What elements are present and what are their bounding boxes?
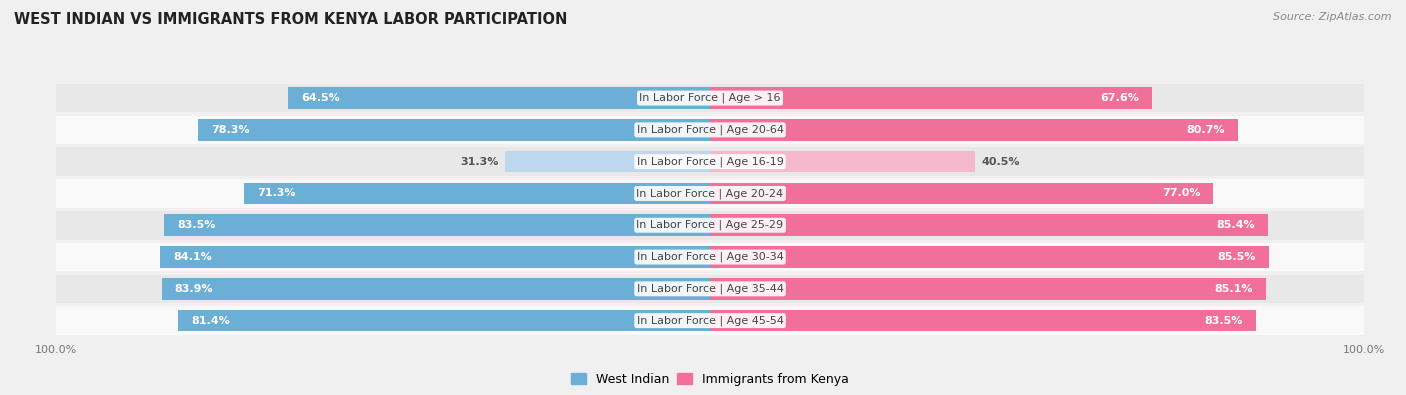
Bar bbox=[56, 84, 1364, 113]
Bar bbox=[160, 246, 710, 268]
Bar bbox=[165, 214, 710, 236]
Text: 83.5%: 83.5% bbox=[177, 220, 215, 230]
Text: 83.5%: 83.5% bbox=[1205, 316, 1243, 325]
Text: In Labor Force | Age 45-54: In Labor Force | Age 45-54 bbox=[637, 315, 783, 326]
Bar bbox=[56, 211, 1364, 239]
Text: In Labor Force | Age 20-64: In Labor Force | Age 20-64 bbox=[637, 124, 783, 135]
Text: 64.5%: 64.5% bbox=[301, 93, 340, 103]
Bar bbox=[198, 119, 710, 141]
Bar bbox=[56, 243, 1364, 271]
Bar bbox=[710, 278, 1267, 300]
Text: 80.7%: 80.7% bbox=[1187, 125, 1225, 135]
Text: 67.6%: 67.6% bbox=[1099, 93, 1139, 103]
Legend: West Indian, Immigrants from Kenya: West Indian, Immigrants from Kenya bbox=[567, 368, 853, 391]
Bar bbox=[56, 179, 1364, 208]
Text: In Labor Force | Age 30-34: In Labor Force | Age 30-34 bbox=[637, 252, 783, 262]
Text: In Labor Force | Age 16-19: In Labor Force | Age 16-19 bbox=[637, 156, 783, 167]
Text: 40.5%: 40.5% bbox=[981, 157, 1019, 167]
Text: 85.1%: 85.1% bbox=[1215, 284, 1253, 294]
Bar bbox=[56, 306, 1364, 335]
Bar bbox=[56, 116, 1364, 144]
Bar bbox=[162, 278, 710, 300]
Text: In Labor Force | Age > 16: In Labor Force | Age > 16 bbox=[640, 93, 780, 103]
Text: 85.4%: 85.4% bbox=[1216, 220, 1256, 230]
Text: 81.4%: 81.4% bbox=[191, 316, 229, 325]
Bar bbox=[710, 182, 1213, 204]
Bar bbox=[710, 87, 1152, 109]
Bar bbox=[710, 151, 974, 173]
Bar bbox=[177, 310, 710, 331]
Bar bbox=[243, 182, 710, 204]
Bar bbox=[288, 87, 710, 109]
Text: In Labor Force | Age 20-24: In Labor Force | Age 20-24 bbox=[637, 188, 783, 199]
Bar bbox=[710, 214, 1268, 236]
Text: Source: ZipAtlas.com: Source: ZipAtlas.com bbox=[1274, 12, 1392, 22]
Text: 71.3%: 71.3% bbox=[257, 188, 295, 198]
Text: 77.0%: 77.0% bbox=[1161, 188, 1201, 198]
Text: WEST INDIAN VS IMMIGRANTS FROM KENYA LABOR PARTICIPATION: WEST INDIAN VS IMMIGRANTS FROM KENYA LAB… bbox=[14, 12, 568, 27]
Bar bbox=[710, 246, 1270, 268]
Text: 85.5%: 85.5% bbox=[1218, 252, 1256, 262]
Bar bbox=[56, 147, 1364, 176]
Text: 83.9%: 83.9% bbox=[174, 284, 214, 294]
Bar bbox=[710, 310, 1256, 331]
Bar bbox=[56, 275, 1364, 303]
Text: In Labor Force | Age 25-29: In Labor Force | Age 25-29 bbox=[637, 220, 783, 231]
Text: In Labor Force | Age 35-44: In Labor Force | Age 35-44 bbox=[637, 284, 783, 294]
Text: 78.3%: 78.3% bbox=[211, 125, 250, 135]
Text: 31.3%: 31.3% bbox=[461, 157, 499, 167]
Text: 84.1%: 84.1% bbox=[173, 252, 212, 262]
Bar bbox=[710, 119, 1237, 141]
Bar bbox=[505, 151, 710, 173]
